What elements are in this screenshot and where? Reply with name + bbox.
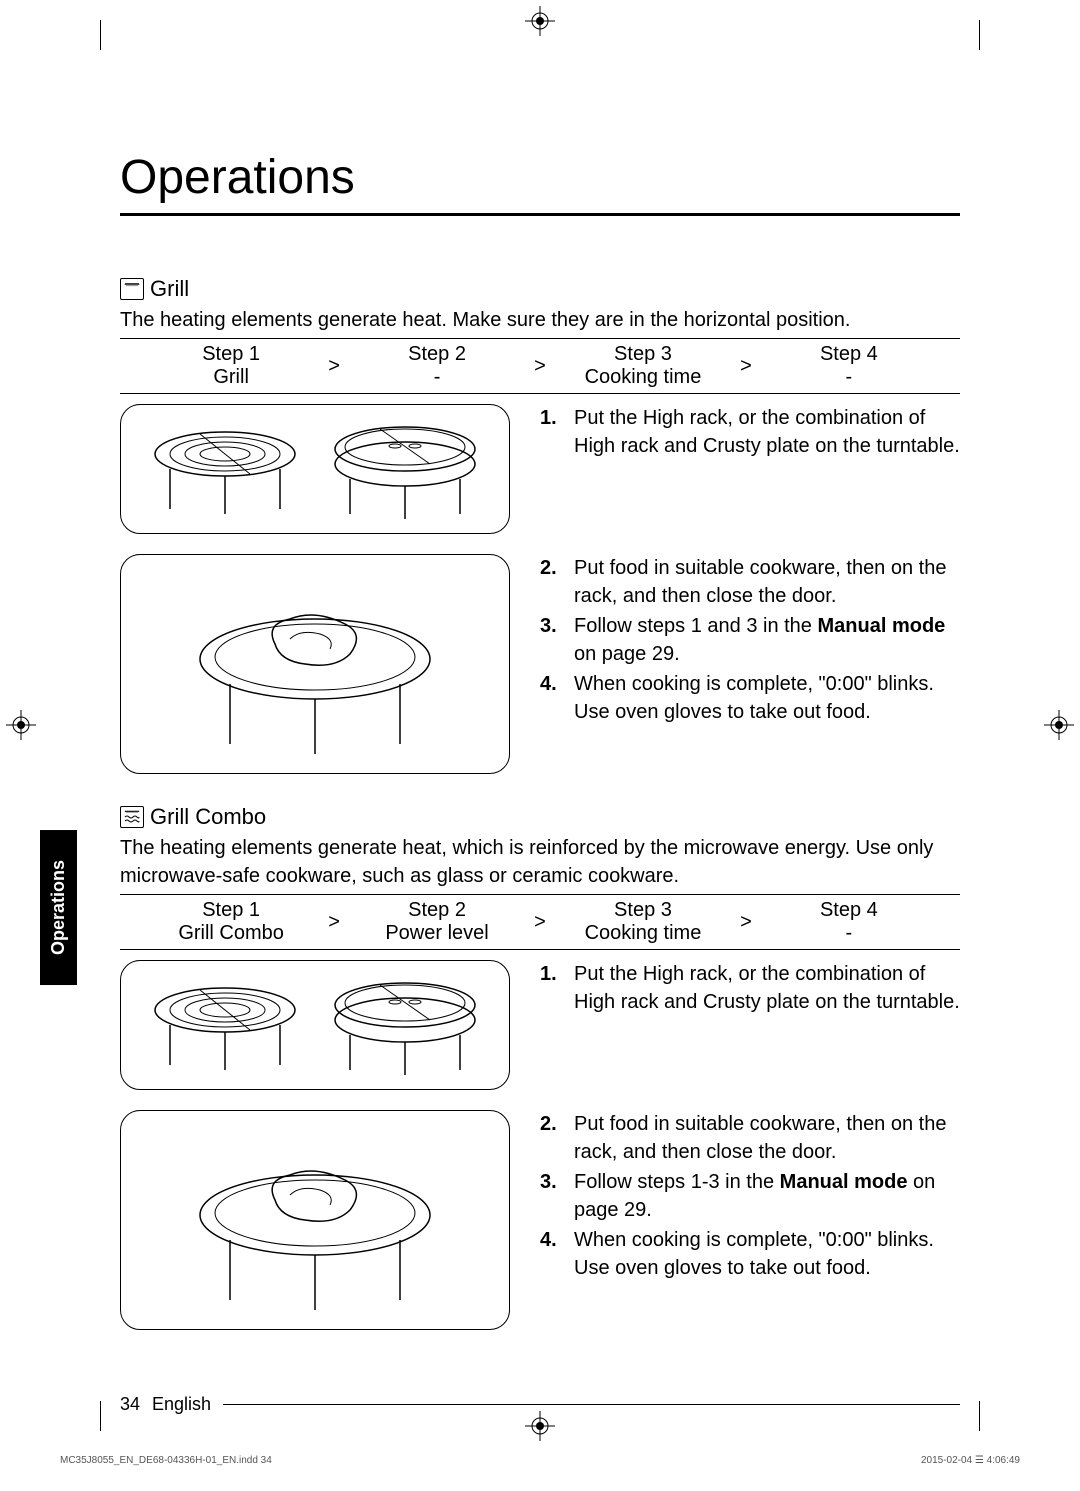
grill-heading-text: Grill bbox=[150, 276, 189, 302]
step-separator: > bbox=[528, 911, 552, 934]
grill-combo-icon bbox=[120, 806, 144, 828]
print-timestamp: 2015-02-04 ☰ 4:06:49 bbox=[921, 1455, 1020, 1466]
combo-instruction-2: Put food in suitable cookware, then on t… bbox=[540, 1110, 960, 1166]
combo-list2: Put food in suitable cookware, then on t… bbox=[540, 1110, 960, 1282]
food-rack-icon bbox=[185, 569, 445, 759]
combo-rule-bottom bbox=[120, 949, 960, 950]
combo-instruction-3: Follow steps 1-3 in the Manual mode on p… bbox=[540, 1168, 960, 1224]
food-on-rack-illustration bbox=[120, 554, 510, 774]
combo-heading-row: Grill Combo bbox=[120, 804, 960, 830]
grill-rule-bottom bbox=[120, 393, 960, 394]
page-footer: 34 English bbox=[120, 1394, 960, 1415]
print-footer: MC35J8055_EN_DE68-04336H-01_EN.indd 34 2… bbox=[60, 1455, 1020, 1466]
grill-step1-label: Step 1 bbox=[140, 343, 322, 366]
grill-icon bbox=[120, 278, 144, 300]
step-separator: > bbox=[734, 355, 758, 378]
combo-step2-value: Power level bbox=[346, 922, 528, 945]
grill-instruction-1: Put the High rack, or the combination of… bbox=[540, 404, 960, 460]
grill-step3-label: Step 3 bbox=[552, 343, 734, 366]
combo-step3-label: Step 3 bbox=[552, 899, 734, 922]
grill-step4-label: Step 4 bbox=[758, 343, 940, 366]
grill-instruction-4: When cooking is complete, "0:00" blinks.… bbox=[540, 670, 960, 726]
grill-steps-row: Step 1 Grill > Step 2 - > Step 3 Cooking… bbox=[120, 339, 960, 393]
step-separator: > bbox=[322, 911, 346, 934]
rack-illustration bbox=[120, 960, 510, 1090]
combo-step3-value: Cooking time bbox=[552, 922, 734, 945]
combo-intro: The heating elements generate heat, whic… bbox=[120, 834, 960, 890]
grill-step4-value: - bbox=[758, 366, 940, 389]
grill-heading-row: Grill bbox=[120, 276, 960, 302]
grill-step2-label: Step 2 bbox=[346, 343, 528, 366]
footer-language: English bbox=[152, 1394, 211, 1415]
combo-section: Grill Combo The heating elements generat… bbox=[120, 804, 960, 1330]
combo-step1-value: Grill Combo bbox=[140, 922, 322, 945]
combo-block2: Put food in suitable cookware, then on t… bbox=[120, 1110, 960, 1330]
print-file-path: MC35J8055_EN_DE68-04336H-01_EN.indd 34 bbox=[60, 1455, 272, 1466]
step-separator: > bbox=[734, 911, 758, 934]
high-rack-icon bbox=[145, 970, 305, 1080]
crusty-plate-icon bbox=[325, 414, 485, 524]
page-title: Operations bbox=[120, 150, 960, 205]
combo-list1: Put the High rack, or the combination of… bbox=[540, 960, 960, 1016]
grill-list2: Put food in suitable cookware, then on t… bbox=[540, 554, 960, 726]
rack-illustration bbox=[120, 404, 510, 534]
grill-step3-value: Cooking time bbox=[552, 366, 734, 389]
grill-step2-value: - bbox=[346, 366, 528, 389]
step-separator: > bbox=[322, 355, 346, 378]
combo-step1-label: Step 1 bbox=[140, 899, 322, 922]
grill-instruction-3: Follow steps 1 and 3 in the Manual mode … bbox=[540, 612, 960, 668]
footer-rule bbox=[223, 1404, 960, 1405]
food-on-rack-illustration bbox=[120, 1110, 510, 1330]
title-rule bbox=[120, 213, 960, 216]
high-rack-icon bbox=[145, 414, 305, 524]
grill-intro: The heating elements generate heat. Make… bbox=[120, 306, 960, 334]
crusty-plate-icon bbox=[325, 970, 485, 1080]
grill-block1: Put the High rack, or the combination of… bbox=[120, 404, 960, 534]
grill-block2: Put food in suitable cookware, then on t… bbox=[120, 554, 960, 774]
combo-step4-label: Step 4 bbox=[758, 899, 940, 922]
grill-section: Grill The heating elements generate heat… bbox=[120, 276, 960, 774]
combo-heading-text: Grill Combo bbox=[150, 804, 266, 830]
combo-steps-row: Step 1 Grill Combo > Step 2 Power level … bbox=[120, 895, 960, 949]
grill-list1: Put the High rack, or the combination of… bbox=[540, 404, 960, 460]
combo-block1: Put the High rack, or the combination of… bbox=[120, 960, 960, 1090]
combo-step4-value: - bbox=[758, 922, 940, 945]
step-separator: > bbox=[528, 355, 552, 378]
combo-step2-label: Step 2 bbox=[346, 899, 528, 922]
combo-instruction-1: Put the High rack, or the combination of… bbox=[540, 960, 960, 1016]
food-rack-icon bbox=[185, 1125, 445, 1315]
grill-step1-value: Grill bbox=[140, 366, 322, 389]
page-content: Operations Grill The heating elements ge… bbox=[0, 0, 1080, 1420]
page-number: 34 bbox=[120, 1394, 140, 1415]
combo-instruction-4: When cooking is complete, "0:00" blinks.… bbox=[540, 1226, 960, 1282]
grill-instruction-2: Put food in suitable cookware, then on t… bbox=[540, 554, 960, 610]
